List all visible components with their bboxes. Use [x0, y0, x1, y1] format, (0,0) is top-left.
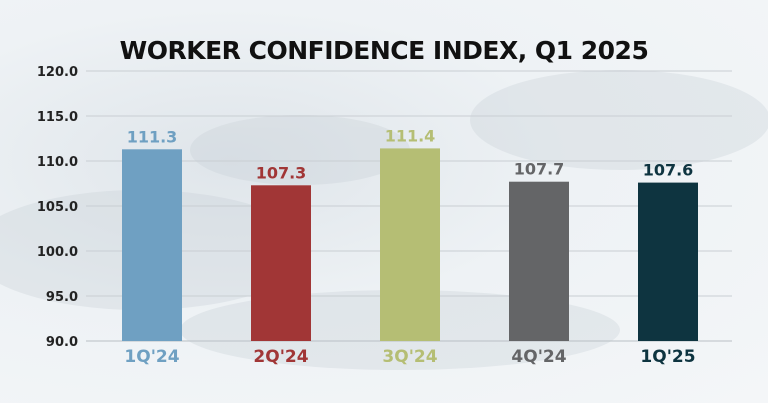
category-label: 1Q'25: [640, 347, 695, 367]
y-tick-label: 95.0: [46, 290, 78, 305]
y-tick-label: 90.0: [46, 335, 78, 350]
category-label: 3Q'24: [382, 347, 437, 367]
y-tick-label: 110.0: [37, 155, 78, 170]
data-label: 107.6: [643, 161, 694, 180]
y-tick-label: 120.0: [37, 65, 78, 80]
y-axis-tick-labels: 90.0 95.0 100.0 105.0 110.0 115.0 120.0: [37, 65, 78, 350]
category-label: 4Q'24: [511, 347, 566, 367]
bar-4: [638, 182, 698, 341]
y-tick-label: 105.0: [37, 200, 78, 215]
data-labels: 111.3 107.3 111.4 107.7 107.6: [127, 126, 694, 182]
category-label: 1Q'24: [124, 347, 179, 367]
data-label: 107.3: [256, 163, 307, 182]
chart-title: WORKER CONFIDENCE INDEX, Q1 2025: [119, 36, 649, 65]
data-label: 107.7: [514, 160, 565, 179]
bar-3: [509, 181, 569, 341]
y-tick-label: 115.0: [37, 110, 78, 125]
y-tick-label: 100.0: [37, 245, 78, 260]
bars: [122, 148, 698, 341]
x-axis-category-labels: 1Q'24 2Q'24 3Q'24 4Q'24 1Q'25: [124, 347, 695, 367]
bar-2: [380, 148, 440, 341]
bar-0: [122, 149, 182, 341]
data-label: 111.4: [385, 126, 436, 145]
data-label: 111.3: [127, 127, 178, 146]
category-label: 2Q'24: [253, 347, 308, 367]
bar-1: [251, 185, 311, 341]
